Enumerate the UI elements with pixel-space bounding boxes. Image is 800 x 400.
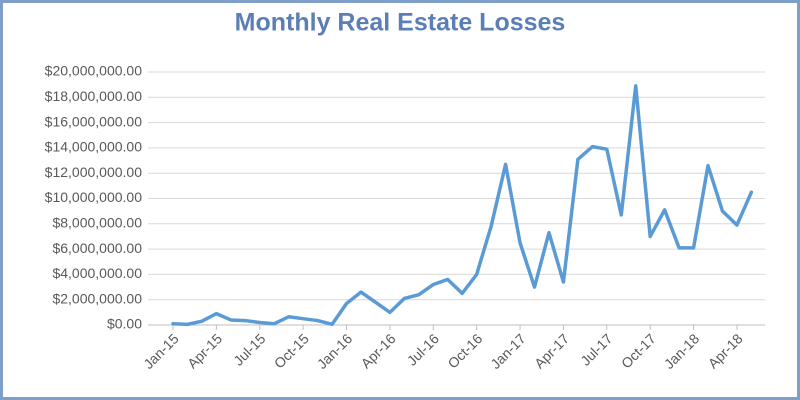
- y-tick-label: $8,000,000.00: [52, 215, 142, 231]
- line-series: [171, 84, 754, 327]
- y-tick-label: $18,000,000.00: [45, 88, 143, 104]
- y-tick-label: $16,000,000.00: [45, 113, 143, 129]
- y-tick-label: $4,000,000.00: [52, 265, 142, 281]
- y-tick-label: $20,000,000.00: [45, 63, 143, 79]
- y-tick-label: $14,000,000.00: [45, 139, 143, 155]
- y-tick-label: $10,000,000.00: [45, 189, 143, 205]
- chart-title: Monthly Real Estate Losses: [235, 9, 566, 37]
- y-tick-label: $12,000,000.00: [45, 164, 143, 180]
- y-tick-label: $6,000,000.00: [52, 240, 142, 256]
- y-tick-label: $0.00: [107, 316, 142, 332]
- y-tick-label: $2,000,000.00: [52, 290, 142, 306]
